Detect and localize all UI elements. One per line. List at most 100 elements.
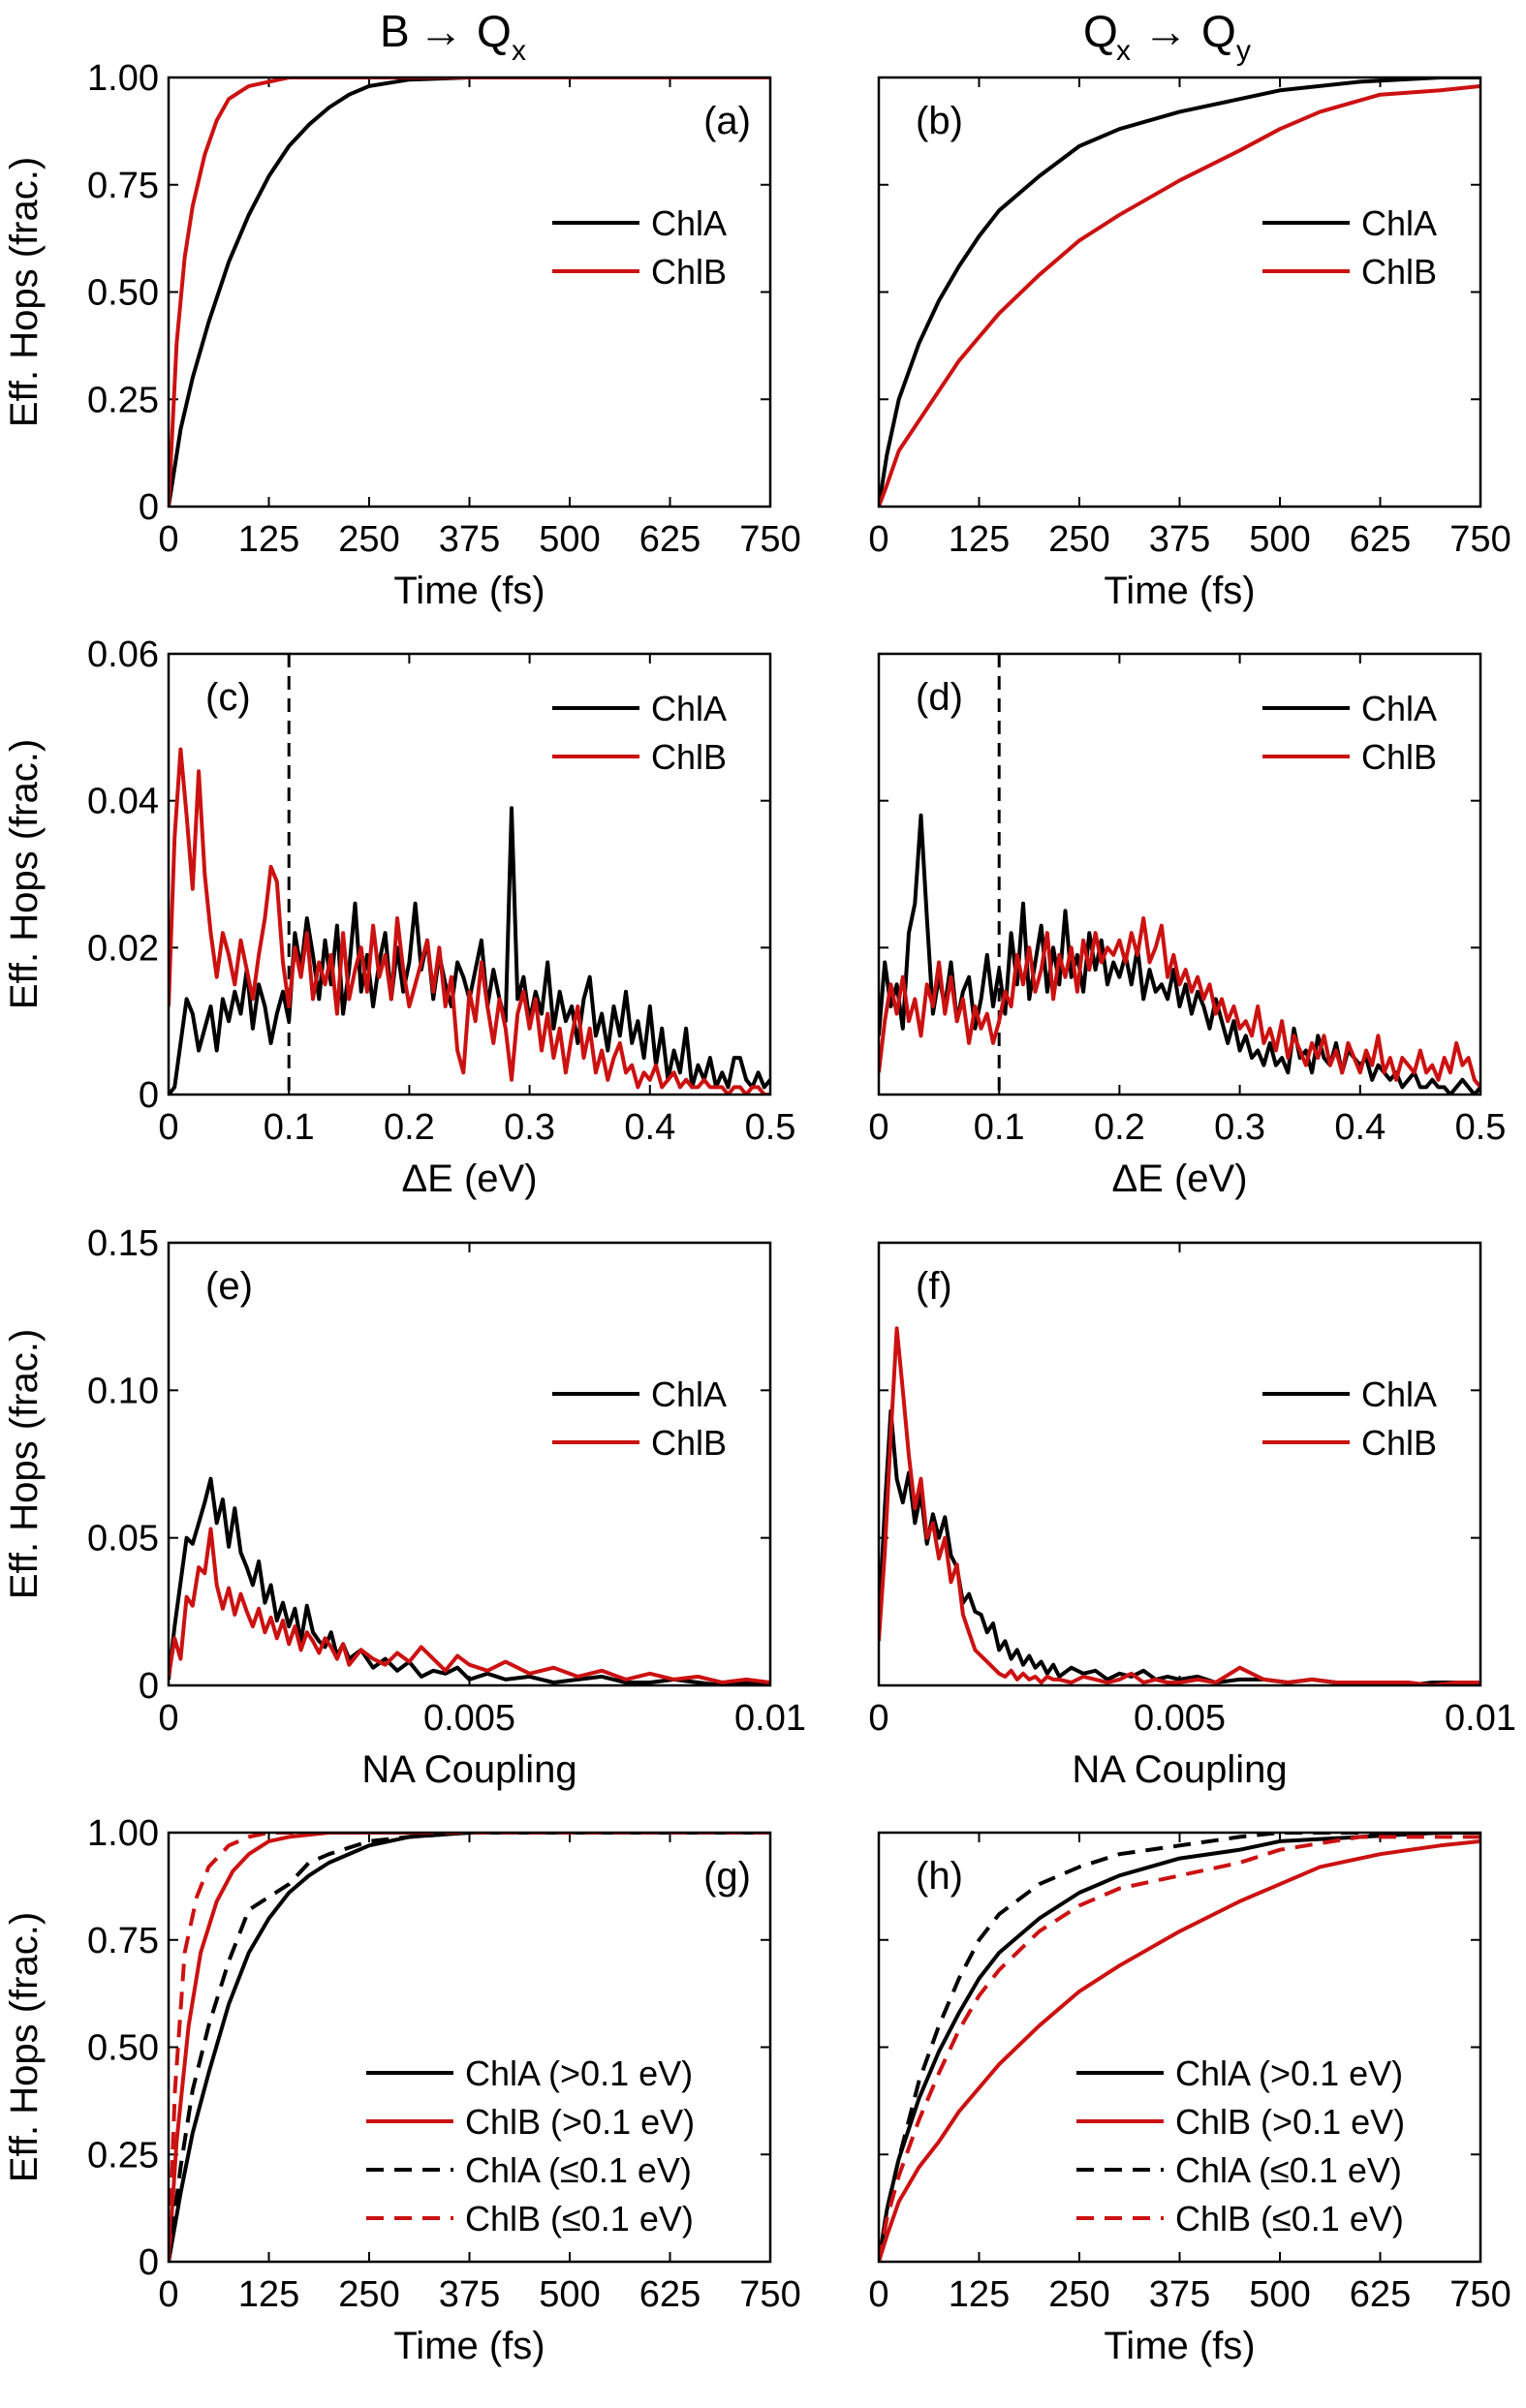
y-tick-label: 0.15 [87, 1223, 159, 1264]
y-tick-label: 0.75 [87, 1921, 159, 1961]
series-line-0 [169, 77, 770, 507]
column-title-right-q: Q [1201, 6, 1236, 56]
x-tick-label: 0.1 [974, 1107, 1025, 1148]
y-axis-label: Eff. Hops (frac.) [3, 739, 46, 1009]
panel-b: 0 125 250 375 500 625 750 Time (fs) (b) ChlA ChlB [868, 76, 1511, 612]
plot-frame [877, 76, 1482, 509]
y-tick-label: 0.10 [87, 1371, 159, 1411]
y-tick-label: 0.05 [87, 1519, 159, 1559]
x-tick-label: 625 [1350, 519, 1411, 560]
x-tick-label: 500 [1249, 2274, 1310, 2315]
series-line-1 [169, 1527, 770, 1684]
x-tick-label: 0.1 [264, 1107, 315, 1148]
legend-label-2: ChlA (≤0.1 eV) [1175, 2150, 1402, 2190]
x-tick-label: 125 [238, 519, 299, 560]
panel-a: 0 125 250 375 500 625 750 0 0.25 0.50 0.75 1.00 Time… [3, 58, 801, 612]
x-tick-label: 0.01 [734, 1698, 806, 1739]
plot-frame [877, 652, 1482, 1096]
x-tick-label: 375 [1149, 519, 1210, 560]
x-tick-label: 750 [739, 2274, 800, 2315]
series-line-0 [169, 1476, 770, 1685]
legend-label-0: ChlA [1361, 1374, 1437, 1414]
x-tick-label: 500 [1249, 519, 1310, 560]
x-tick-label: 0.5 [745, 1107, 796, 1148]
panel-e: 0 0.005 0.01 0 0.05 0.10 0.15 NA Coupling Eff. H… [3, 1223, 806, 1791]
series-line-1 [169, 747, 770, 1095]
y-tick-label: 1.00 [87, 1813, 159, 1854]
panel-tag: (a) [703, 100, 751, 142]
plot-frame [877, 1241, 1482, 1687]
series-line-3 [879, 1835, 1480, 2262]
y-tick-label: 0.50 [87, 2028, 159, 2069]
column-title-left: B → Q x [380, 6, 526, 67]
x-tick-label: 250 [338, 519, 399, 560]
legend-label-1: ChlB (>0.1 eV) [465, 2102, 695, 2142]
y-tick-label: 0.25 [87, 380, 159, 420]
y-tick-label: 0 [139, 1075, 159, 1116]
x-tick-label: 375 [439, 2274, 500, 2315]
x-tick-label: 0.2 [1094, 1107, 1145, 1148]
series-line-2 [169, 1833, 770, 2262]
panel-d: 0 0.1 0.2 0.3 0.4 0.5 ΔE (eV) (d) ChlA ChlB [868, 652, 1507, 1200]
x-tick-label: 750 [739, 519, 800, 560]
panel-tag: (h) [916, 1855, 963, 1898]
legend-label-1: ChlB [1361, 737, 1437, 777]
x-tick-label: 0.005 [1134, 1698, 1226, 1739]
panel-tag: (d) [916, 676, 963, 719]
legend-label-0: ChlA [1361, 689, 1437, 728]
legend-label-0: ChlA [651, 203, 727, 243]
x-tick-label: 375 [439, 519, 500, 560]
column-title-left-base: B [380, 6, 410, 56]
legend-label-0: ChlA (>0.1 eV) [1175, 2053, 1403, 2093]
x-tick-label: 0.5 [1455, 1107, 1507, 1148]
legend-label-3: ChlB (≤0.1 eV) [465, 2199, 694, 2238]
x-tick-label: 375 [1149, 2274, 1210, 2315]
plot-frame [167, 1831, 772, 2264]
x-axis-label: ΔE (eV) [401, 1158, 537, 1200]
panels-group: 0 125 250 375 500 625 75000.250.500.751.00Time… [3, 58, 1516, 2367]
legend-label-2: ChlA (≤0.1 eV) [465, 2150, 692, 2190]
legend-label-1: ChlB [651, 737, 727, 777]
y-axis-label: Eff. Hops (frac.) [3, 1912, 46, 2182]
legend-label-0: ChlA (>0.1 eV) [465, 2053, 693, 2093]
legend-label-1: ChlB [1361, 1423, 1437, 1463]
y-tick-label: 1.00 [87, 58, 159, 99]
legend-label-1: ChlB (>0.1 eV) [1175, 2102, 1405, 2142]
x-tick-label: 0 [868, 1698, 888, 1739]
y-tick-label: 0.04 [87, 782, 159, 822]
legend-label-1: ChlB [651, 252, 727, 292]
x-tick-label: 0 [158, 2274, 178, 2315]
plot-frame [167, 652, 772, 1096]
y-tick-label: 0.06 [87, 634, 159, 675]
series-line-1 [169, 1833, 770, 2262]
x-tick-label: 0 [158, 1107, 178, 1148]
x-tick-label: 625 [639, 519, 701, 560]
panel-f: 0 0.005 0.01 NA Coupling (f) ChlA ChlB [868, 1241, 1516, 1791]
x-tick-label: 0 [868, 2274, 888, 2315]
x-tick-label: 0 [868, 1107, 888, 1148]
panel-tag: (c) [205, 676, 251, 719]
x-axis-label: Time (fs) [393, 2325, 545, 2367]
x-tick-label: 0.3 [1214, 1107, 1265, 1148]
legend-label-3: ChlB (≤0.1 eV) [1175, 2199, 1404, 2238]
panel-tag: (f) [916, 1265, 952, 1308]
column-title-right: Q x → Q y [1083, 6, 1251, 67]
x-axis-label: Time (fs) [1104, 2325, 1255, 2367]
y-tick-label: 0.02 [87, 928, 159, 969]
series-line-1 [879, 916, 1480, 1089]
legend-label-0: ChlA [651, 689, 727, 728]
x-axis-label: NA Coupling [1072, 1748, 1287, 1791]
x-tick-label: 0 [158, 1698, 178, 1739]
column-title-right-arrow: → [1143, 6, 1188, 56]
panel-tag: (g) [703, 1855, 751, 1898]
series-line-1 [879, 83, 1480, 507]
panel-tag: (e) [205, 1265, 253, 1308]
column-title-right-base: Q [1083, 6, 1118, 56]
panel-c: 0 0.1 0.2 0.3 0.4 0.5 0 0.02 0.04 0.06 ΔE (eV) Eff.… [3, 634, 795, 1200]
series-line-1 [879, 1838, 1480, 2262]
plot-frame [167, 1241, 772, 1687]
y-tick-label: 0.75 [87, 166, 159, 206]
plot-frame [167, 76, 772, 509]
panel-h: 0 125 250 375 500 625 750 Time (fs) (h) ChlA (>0.… [868, 1831, 1511, 2367]
legend-label-1: ChlB [651, 1423, 727, 1463]
